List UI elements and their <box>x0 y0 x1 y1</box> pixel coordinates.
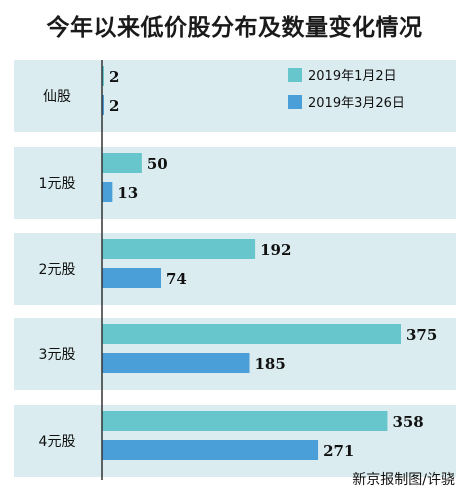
bar-s2-1 <box>102 182 113 202</box>
legend-swatch-2 <box>288 95 302 109</box>
credit-label: 新京报制图/许骁 <box>352 472 455 488</box>
category-label-1: 1元股 <box>39 176 76 192</box>
bar-s2-4 <box>102 440 319 460</box>
bar-s1-1 <box>102 153 142 173</box>
bar-s2-3 <box>102 353 250 373</box>
category-band-1 <box>14 147 456 219</box>
bar-s1-0 <box>102 66 104 86</box>
bar-s1-4 <box>102 411 388 431</box>
category-label-3: 3元股 <box>39 347 76 363</box>
category-label-2: 2元股 <box>39 262 76 278</box>
legend-label-2: 2019年3月26日 <box>308 96 405 111</box>
data-label-s1-4: 358 <box>392 413 423 431</box>
legend-label-1: 2019年1月2日 <box>308 69 397 84</box>
data-label-s2-3: 185 <box>255 355 286 373</box>
bar-s1-3 <box>102 324 401 344</box>
legend-swatch-1 <box>288 68 302 82</box>
bar-s1-2 <box>102 239 256 259</box>
chart-title: 今年以来低价股分布及数量变化情况 <box>46 14 423 41</box>
category-band-0 <box>14 60 456 132</box>
data-label-s2-1: 13 <box>117 184 138 202</box>
data-label-s2-4: 271 <box>323 442 354 460</box>
bar-s2-2 <box>102 268 162 288</box>
data-label-s1-1: 50 <box>147 155 168 173</box>
data-label-s1-3: 375 <box>406 326 437 344</box>
data-label-s2-2: 74 <box>166 270 187 288</box>
bar-s2-0 <box>102 95 104 115</box>
category-label-4: 4元股 <box>39 434 76 450</box>
category-label-0: 仙股 <box>43 89 71 105</box>
data-label-s2-0: 2 <box>109 97 119 115</box>
data-label-s1-2: 192 <box>260 241 291 259</box>
data-label-s1-0: 2 <box>109 68 119 86</box>
